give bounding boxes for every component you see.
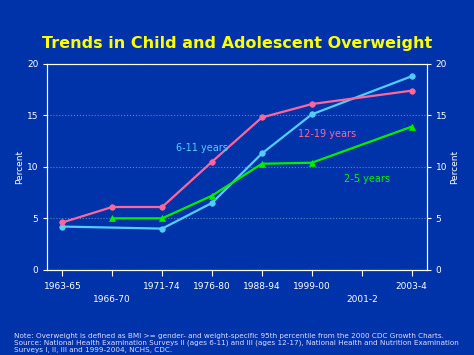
Text: 1999-00: 1999-00: [293, 282, 331, 291]
Text: 6-11 years: 6-11 years: [176, 143, 228, 153]
Y-axis label: Percent: Percent: [15, 150, 24, 184]
Text: 2-5 years: 2-5 years: [344, 174, 390, 184]
Text: 2003-4: 2003-4: [396, 282, 428, 291]
Text: 1976-80: 1976-80: [193, 282, 231, 291]
Text: 1966-70: 1966-70: [93, 295, 131, 304]
Text: 1971-74: 1971-74: [143, 282, 181, 291]
Text: Trends in Child and Adolescent Overweight: Trends in Child and Adolescent Overweigh…: [42, 37, 432, 51]
Text: 1963-65: 1963-65: [44, 282, 81, 291]
Y-axis label: Percent: Percent: [450, 150, 459, 184]
Text: Note: Overweight is defined as BMI >= gender- and weight-specific 95th percentil: Note: Overweight is defined as BMI >= ge…: [14, 333, 459, 353]
Text: 2001-2: 2001-2: [346, 295, 378, 304]
Text: 1988-94: 1988-94: [243, 282, 281, 291]
Text: 12-19 years: 12-19 years: [298, 129, 356, 139]
